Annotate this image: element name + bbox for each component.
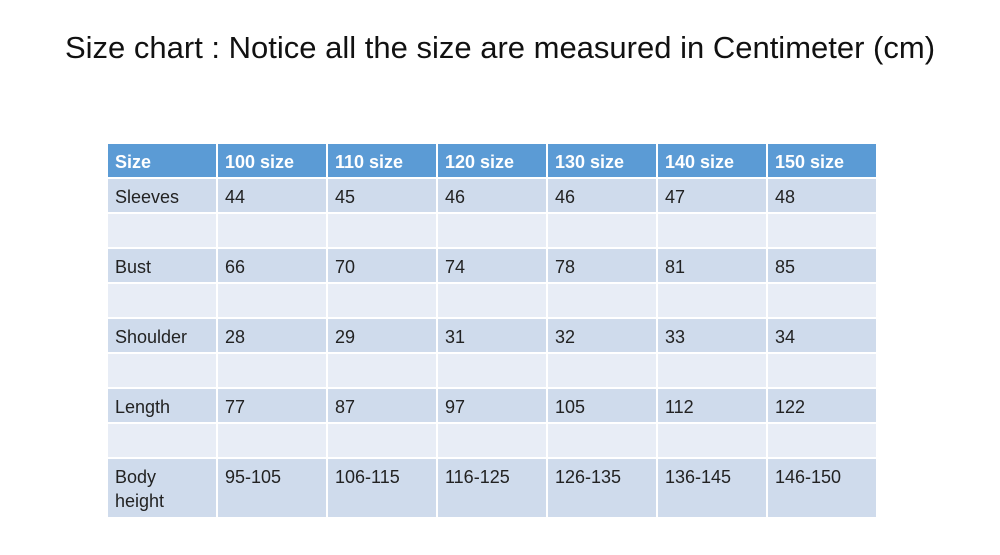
cell: 77 xyxy=(216,387,328,424)
column-header: 130 size xyxy=(546,142,658,179)
spacer-row xyxy=(106,282,878,319)
cell: 34 xyxy=(766,317,878,354)
data-row: Body height 95-105 106-115 116-125 126-135 13… xyxy=(106,457,878,519)
title: Size chart : Notice all the size are mea… xyxy=(64,30,936,65)
empty-cell xyxy=(766,282,878,319)
column-header: Size xyxy=(106,142,218,179)
cell: 126-135 xyxy=(546,457,658,519)
cell: 66 xyxy=(216,247,328,284)
header-row: Size 100 size 110 size 120 size 130 size 140 … xyxy=(106,142,878,179)
column-header: 100 size xyxy=(216,142,328,179)
data-row: Sleeves 44 45 46 46 47 48 xyxy=(106,177,878,214)
spacer-row xyxy=(106,422,878,459)
empty-cell xyxy=(546,212,658,249)
cell: 70 xyxy=(326,247,438,284)
empty-cell xyxy=(546,422,658,459)
spacer-row xyxy=(106,212,878,249)
empty-cell xyxy=(106,212,218,249)
empty-cell xyxy=(436,212,548,249)
empty-cell xyxy=(106,422,218,459)
cell: 97 xyxy=(436,387,548,424)
data-row: Bust 66 70 74 78 81 85 xyxy=(106,247,878,284)
cell: 81 xyxy=(656,247,768,284)
cell: 28 xyxy=(216,317,328,354)
cell: 116-125 xyxy=(436,457,548,519)
cell: 146-150 xyxy=(766,457,878,519)
column-header: 150 size xyxy=(766,142,878,179)
empty-cell xyxy=(656,352,768,389)
spacer-row xyxy=(106,352,878,389)
empty-cell xyxy=(326,422,438,459)
cell: 29 xyxy=(326,317,438,354)
column-header: 140 size xyxy=(656,142,768,179)
empty-cell xyxy=(106,352,218,389)
empty-cell xyxy=(216,282,328,319)
empty-cell xyxy=(766,212,878,249)
cell: 46 xyxy=(436,177,548,214)
cell: 78 xyxy=(546,247,658,284)
row-label: Sleeves xyxy=(106,177,218,214)
cell: 33 xyxy=(656,317,768,354)
row-label: Bust xyxy=(106,247,218,284)
empty-cell xyxy=(106,282,218,319)
empty-cell xyxy=(216,422,328,459)
row-label: Length xyxy=(106,387,218,424)
empty-cell xyxy=(326,282,438,319)
cell: 106-115 xyxy=(326,457,438,519)
empty-cell xyxy=(656,212,768,249)
column-header: 120 size xyxy=(436,142,548,179)
empty-cell xyxy=(656,282,768,319)
cell: 31 xyxy=(436,317,548,354)
empty-cell xyxy=(546,282,658,319)
cell: 95-105 xyxy=(216,457,328,519)
cell: 48 xyxy=(766,177,878,214)
empty-cell xyxy=(766,352,878,389)
empty-cell xyxy=(436,352,548,389)
cell: 85 xyxy=(766,247,878,284)
empty-cell xyxy=(436,282,548,319)
cell: 46 xyxy=(546,177,658,214)
cell: 45 xyxy=(326,177,438,214)
empty-cell xyxy=(656,422,768,459)
cell: 32 xyxy=(546,317,658,354)
empty-cell xyxy=(216,352,328,389)
cell: 47 xyxy=(656,177,768,214)
size-table: Size 100 size 110 size 120 size 130 size 140 … xyxy=(106,142,878,519)
cell: 87 xyxy=(326,387,438,424)
empty-cell xyxy=(546,352,658,389)
cell: 112 xyxy=(656,387,768,424)
empty-cell xyxy=(436,422,548,459)
empty-cell xyxy=(326,212,438,249)
cell: 105 xyxy=(546,387,658,424)
data-row: Length 77 87 97 105 112 122 xyxy=(106,387,878,424)
column-header: 110 size xyxy=(326,142,438,179)
row-label: Shoulder xyxy=(106,317,218,354)
data-row: Shoulder 28 29 31 32 33 34 xyxy=(106,317,878,354)
empty-cell xyxy=(326,352,438,389)
empty-cell xyxy=(766,422,878,459)
cell: 74 xyxy=(436,247,548,284)
empty-cell xyxy=(216,212,328,249)
cell: 136-145 xyxy=(656,457,768,519)
row-label: Body height xyxy=(106,457,218,519)
cell: 44 xyxy=(216,177,328,214)
cell: 122 xyxy=(766,387,878,424)
